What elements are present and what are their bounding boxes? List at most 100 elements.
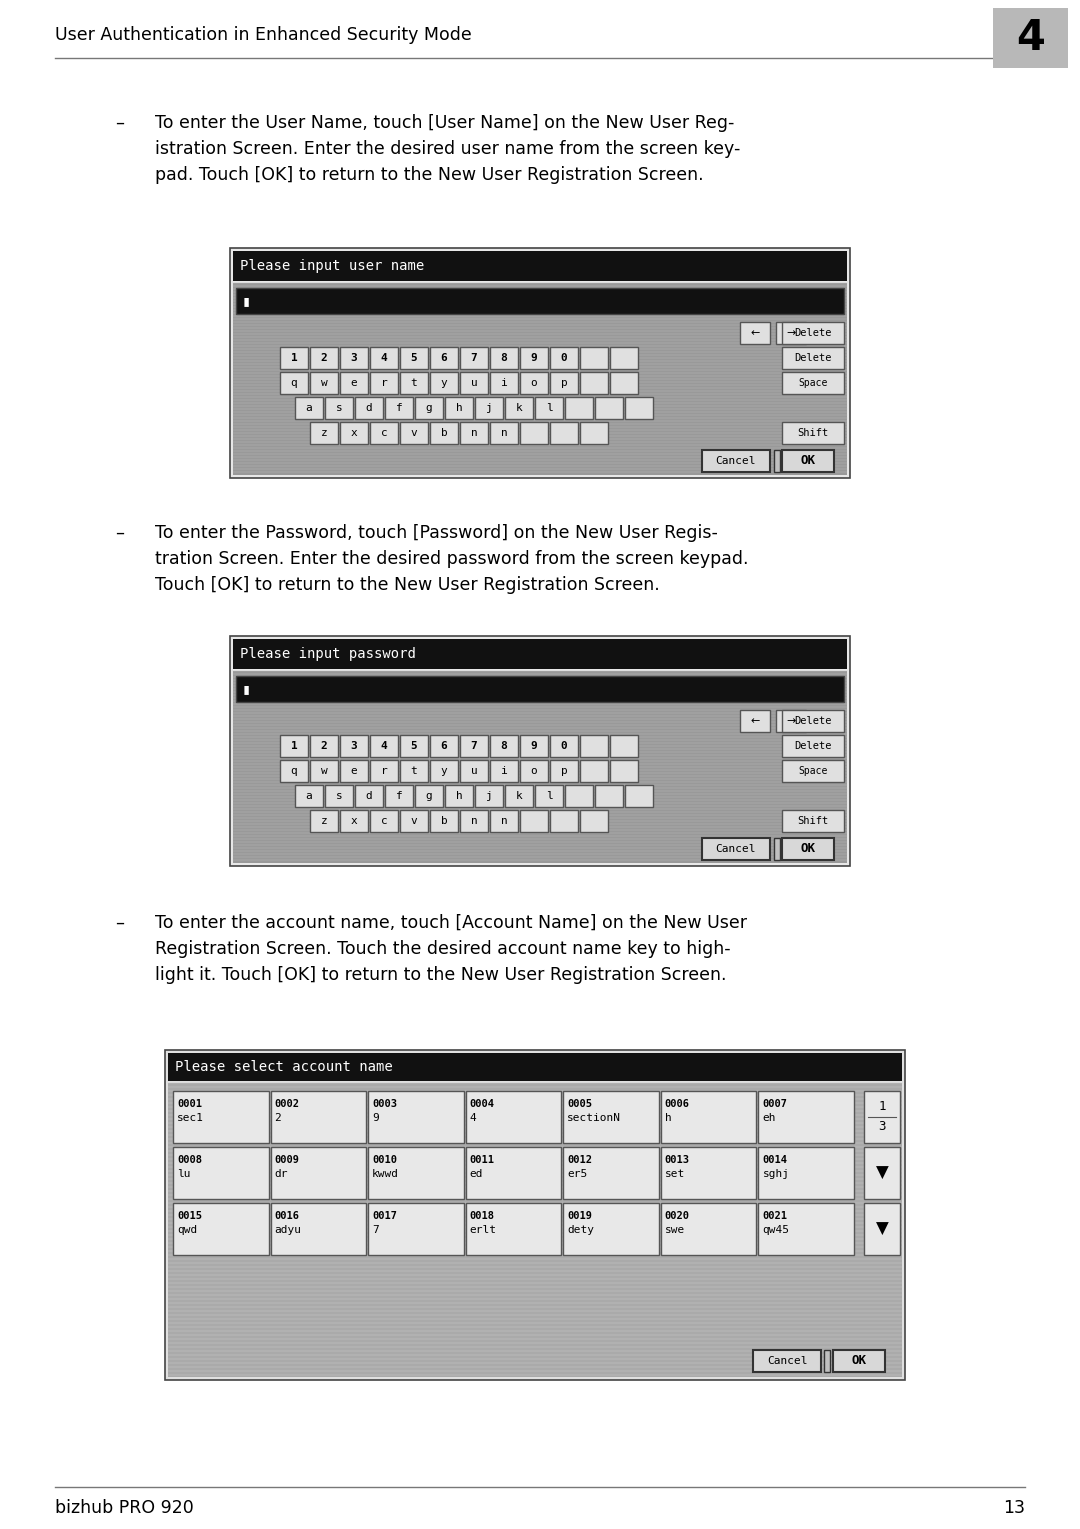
Text: 8: 8 (501, 742, 508, 751)
Bar (580, 372, 608, 394)
Bar (271, 1147, 366, 1199)
Bar (753, 1350, 821, 1372)
Text: v: v (410, 816, 417, 826)
Bar (465, 1203, 562, 1255)
Text: u: u (471, 766, 477, 777)
Text: k: k (515, 404, 523, 413)
Bar (519, 810, 548, 832)
Bar (465, 1092, 562, 1144)
Bar (340, 422, 368, 443)
Text: –: – (114, 524, 124, 541)
Text: i: i (501, 378, 508, 388)
Bar (777, 323, 806, 344)
Text: o: o (530, 766, 538, 777)
Text: f: f (395, 790, 403, 801)
Bar (490, 347, 518, 368)
Bar (460, 735, 488, 757)
Bar (758, 1092, 854, 1144)
Bar (774, 838, 780, 859)
Bar (173, 1147, 269, 1199)
Text: 4: 4 (380, 353, 388, 362)
Bar (565, 398, 593, 419)
Bar (460, 810, 488, 832)
Bar (460, 347, 488, 368)
Text: x: x (351, 428, 357, 437)
Text: 0012: 0012 (567, 1154, 592, 1165)
Bar (460, 760, 488, 781)
Bar (824, 1350, 831, 1372)
Bar (233, 283, 847, 476)
Bar (445, 784, 473, 807)
Bar (384, 398, 413, 419)
Bar (310, 735, 338, 757)
Text: 6: 6 (441, 353, 447, 362)
Bar (271, 1203, 366, 1255)
Bar (564, 1203, 659, 1255)
Text: 0: 0 (561, 742, 567, 751)
Bar (740, 709, 770, 732)
Bar (535, 398, 563, 419)
Text: 0007: 0007 (762, 1099, 787, 1109)
Text: 1: 1 (291, 353, 297, 362)
Bar (661, 1147, 756, 1199)
Bar (310, 422, 338, 443)
Text: 0018: 0018 (470, 1211, 495, 1222)
Bar (233, 639, 847, 670)
Text: sghj: sghj (762, 1170, 789, 1179)
Text: o: o (530, 378, 538, 388)
Text: l: l (545, 790, 552, 801)
Text: Delete: Delete (794, 716, 832, 726)
Text: z: z (321, 816, 327, 826)
Text: f: f (395, 404, 403, 413)
Bar (400, 735, 428, 757)
Text: g: g (426, 790, 432, 801)
Text: 2: 2 (321, 742, 327, 751)
Bar (430, 422, 458, 443)
Text: n: n (471, 428, 477, 437)
Bar (415, 398, 443, 419)
Bar (168, 1053, 902, 1081)
Bar (580, 760, 608, 781)
Text: Delete: Delete (794, 329, 832, 338)
Text: Touch [OK] to return to the New User Registration Screen.: Touch [OK] to return to the New User Reg… (156, 576, 660, 593)
Bar (564, 1092, 659, 1144)
Text: n: n (501, 428, 508, 437)
Bar (430, 760, 458, 781)
Bar (430, 810, 458, 832)
Bar (280, 735, 308, 757)
Bar (550, 372, 578, 394)
Bar (864, 1147, 900, 1199)
Text: 0006: 0006 (665, 1099, 690, 1109)
Bar (490, 422, 518, 443)
Bar (782, 323, 843, 344)
Text: 5: 5 (410, 353, 417, 362)
Bar (782, 372, 843, 394)
Text: q: q (291, 378, 297, 388)
Bar (430, 347, 458, 368)
Bar (610, 372, 638, 394)
Bar (370, 810, 399, 832)
Text: 0001: 0001 (177, 1099, 202, 1109)
Bar (310, 810, 338, 832)
Bar (758, 1203, 854, 1255)
Text: h: h (456, 790, 462, 801)
Bar (580, 810, 608, 832)
Text: j: j (486, 790, 492, 801)
Text: 0015: 0015 (177, 1211, 202, 1222)
Text: z: z (321, 428, 327, 437)
Text: 0010: 0010 (373, 1154, 397, 1165)
Bar (993, 8, 1068, 67)
Text: –: – (114, 914, 124, 933)
Text: User Authentication in Enhanced Security Mode: User Authentication in Enhanced Security… (55, 26, 472, 44)
Text: w: w (321, 378, 327, 388)
Bar (580, 735, 608, 757)
Text: 7: 7 (373, 1225, 379, 1235)
Bar (340, 372, 368, 394)
Text: l: l (545, 404, 552, 413)
Text: 0: 0 (561, 353, 567, 362)
Text: ▮: ▮ (242, 682, 252, 697)
Text: 0016: 0016 (274, 1211, 299, 1222)
Text: t: t (410, 378, 417, 388)
Bar (173, 1203, 269, 1255)
Bar (165, 1050, 905, 1381)
